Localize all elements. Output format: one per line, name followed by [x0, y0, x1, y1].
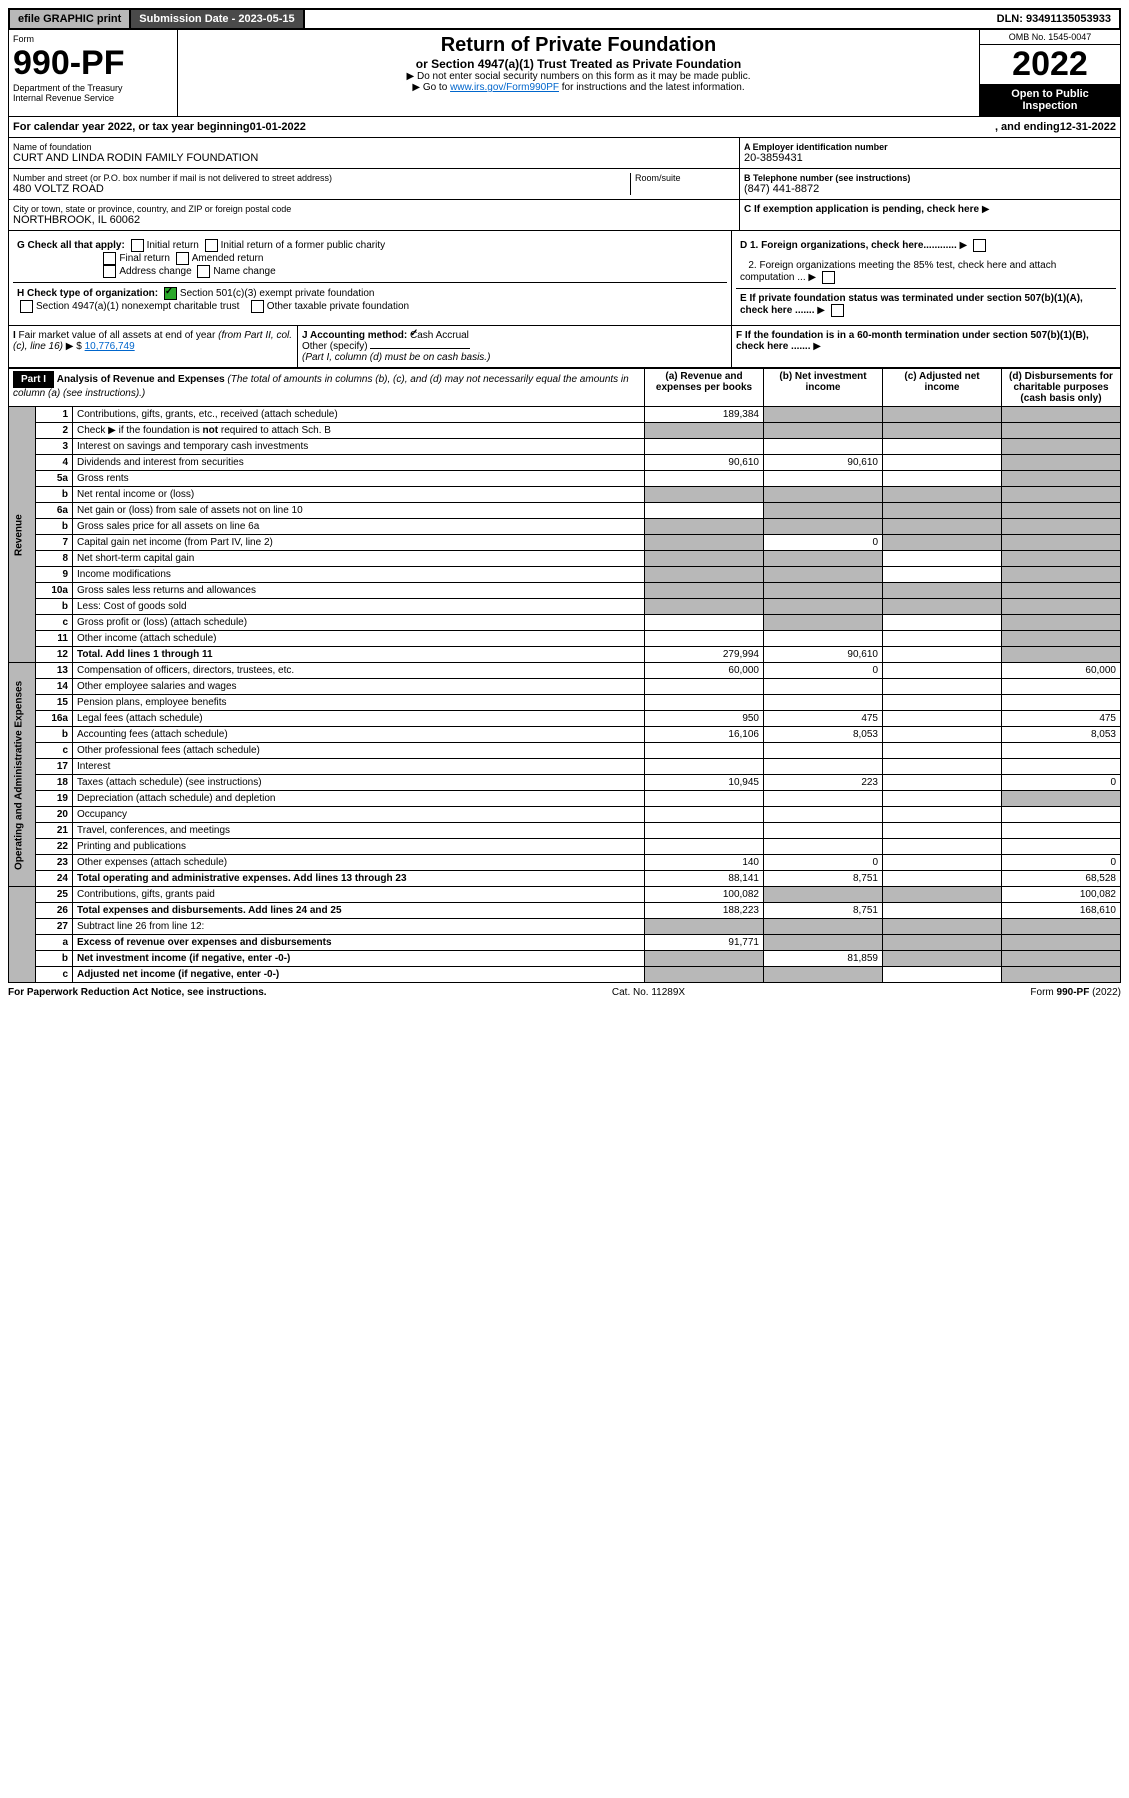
open-public: Open to Public Inspection	[980, 84, 1120, 116]
d2-label: 2. Foreign organizations meeting the 85%…	[740, 260, 1056, 283]
catalog-number: Cat. No. 11289X	[612, 987, 685, 998]
cb-initial-former[interactable]	[205, 239, 218, 252]
cb-4947[interactable]	[20, 300, 33, 313]
exemption-pending: C If exemption application is pending, c…	[744, 204, 979, 215]
e-label: E If private foundation status was termi…	[740, 293, 1083, 316]
j-note: (Part I, column (d) must be on cash basi…	[302, 352, 490, 363]
phone: (847) 441-8872	[744, 183, 1116, 195]
footer: For Paperwork Reduction Act Notice, see …	[8, 983, 1121, 998]
h-label: H Check type of organization:	[17, 288, 158, 299]
street-address: 480 VOLTZ ROAD	[13, 183, 630, 195]
form-label: Form	[13, 34, 173, 44]
city-label: City or town, state or province, country…	[13, 204, 735, 214]
d1-label: D 1. Foreign organizations, check here..…	[740, 240, 957, 251]
revenue-label: Revenue	[9, 407, 36, 663]
top-bar: efile GRAPHIC print Submission Date - 20…	[8, 8, 1121, 30]
form-title: Return of Private Foundation	[182, 34, 975, 57]
city-state-zip: NORTHBROOK, IL 60062	[13, 214, 735, 226]
suite-label: Room/suite	[635, 173, 735, 183]
ein: 20-3859431	[744, 152, 1116, 164]
col-a-header: (a) Revenue and expenses per books	[645, 369, 764, 407]
form-header: Form 990-PF Department of the Treasury I…	[8, 30, 1121, 117]
form-subtitle: or Section 4947(a)(1) Trust Treated as P…	[182, 57, 975, 71]
part1-table: Part I Analysis of Revenue and Expenses …	[8, 368, 1121, 983]
cb-amended[interactable]	[176, 252, 189, 265]
tax-year: 2022	[980, 45, 1120, 84]
cb-initial[interactable]	[131, 239, 144, 252]
g-label: G Check all that apply:	[17, 240, 125, 251]
fmv-value: 10,776,749	[85, 341, 135, 352]
col-c-header: (c) Adjusted net income	[883, 369, 1002, 407]
phone-label: B Telephone number (see instructions)	[744, 173, 1116, 183]
paperwork-notice: For Paperwork Reduction Act Notice, see …	[8, 987, 267, 998]
cb-501c3[interactable]	[164, 287, 177, 300]
ij-row: I Fair market value of all assets at end…	[8, 326, 1121, 368]
j-label: J Accounting method:	[302, 330, 407, 341]
dept-label: Department of the Treasury	[13, 83, 173, 93]
form-footer: Form 990-PF (2022)	[1030, 987, 1121, 998]
ssn-note: ▶ Do not enter social security numbers o…	[182, 71, 975, 82]
addr-label: Number and street (or P.O. box number if…	[13, 173, 630, 183]
cb-address[interactable]	[103, 265, 116, 278]
col-d-header: (d) Disbursements for charitable purpose…	[1002, 369, 1121, 407]
cb-e[interactable]	[831, 304, 844, 317]
efile-label: efile GRAPHIC print	[10, 10, 131, 28]
part1-label: Part I	[13, 371, 54, 388]
calendar-year-row: For calendar year 2022, or tax year begi…	[8, 117, 1121, 138]
entity-info: Name of foundationCURT AND LINDA RODIN F…	[8, 138, 1121, 231]
foundation-name: CURT AND LINDA RODIN FAMILY FOUNDATION	[13, 152, 735, 164]
part1-title: Analysis of Revenue and Expenses	[57, 374, 225, 385]
omb-number: OMB No. 1545-0047	[980, 30, 1120, 45]
ein-label: A Employer identification number	[744, 142, 1116, 152]
form-number: 990-PF	[13, 44, 173, 83]
col-b-header: (b) Net investment income	[764, 369, 883, 407]
i-label: I	[13, 330, 16, 341]
cb-other-tax[interactable]	[251, 300, 264, 313]
name-label: Name of foundation	[13, 142, 735, 152]
cb-final[interactable]	[103, 252, 116, 265]
checkbox-section: G Check all that apply: Initial return I…	[8, 231, 1121, 326]
cb-d2[interactable]	[822, 271, 835, 284]
oae-label: Operating and Administrative Expenses	[9, 663, 36, 887]
f-label: F If the foundation is in a 60-month ter…	[736, 330, 1089, 352]
irs-label: Internal Revenue Service	[13, 93, 173, 103]
cb-d1[interactable]	[973, 239, 986, 252]
cb-name[interactable]	[197, 265, 210, 278]
dln: DLN: 93491135053933	[989, 10, 1119, 28]
irs-link[interactable]: www.irs.gov/Form990PF	[450, 82, 559, 93]
goto-note: ▶ Go to www.irs.gov/Form990PF for instru…	[182, 82, 975, 93]
submission-date: Submission Date - 2023-05-15	[131, 10, 304, 28]
